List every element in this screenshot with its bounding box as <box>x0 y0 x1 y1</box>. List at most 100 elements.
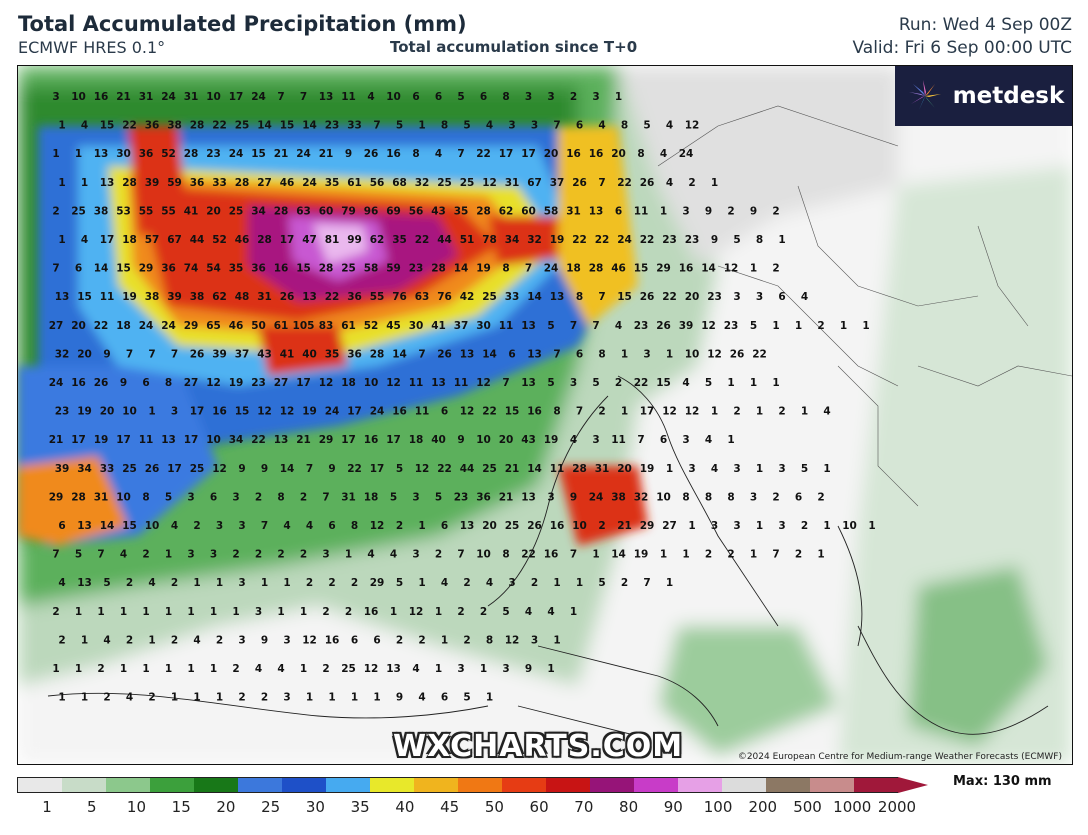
precip-value: 10 <box>145 520 160 532</box>
precip-value: 1 <box>418 120 425 132</box>
precip-value: 6 <box>615 205 622 217</box>
precip-value: 7 <box>643 577 650 589</box>
map-canvas: 3 10 16 21 31 24 31 10 17 24 7 7 13 11 4 10 6 6 5 6 8 3 3 2 3 11 4… <box>18 66 1072 764</box>
precip-value: 2 <box>688 177 695 189</box>
precip-value: 74 <box>184 263 199 275</box>
precip-value: 26 <box>94 377 109 389</box>
precip-value: 2 <box>727 205 734 217</box>
precipitation-map[interactable]: 3 10 16 21 31 24 31 10 17 24 7 7 13 11 4 10 6 6 5 6 8 3 3 2 3 1 1 4… <box>17 65 1073 765</box>
precip-value: 2 <box>621 577 628 589</box>
precip-value: 13 <box>319 91 334 103</box>
precip-value: 31 <box>566 205 581 217</box>
precip-value: 24 <box>617 234 632 246</box>
precip-value: 2 <box>300 491 307 503</box>
precip-value: 24 <box>229 148 244 160</box>
precip-value: 10 <box>206 434 221 446</box>
precip-value: 18 <box>122 234 137 246</box>
precip-value: 11 <box>409 377 424 389</box>
precip-value: 20 <box>100 406 115 418</box>
precip-value: 31 <box>505 177 520 189</box>
precip-value: 1 <box>345 549 352 561</box>
precip-value: 4 <box>390 549 397 561</box>
precip-value: 2 <box>817 320 824 332</box>
precip-value: 13 <box>100 177 115 189</box>
precip-value: 21 <box>499 491 514 503</box>
precip-value: 6 <box>142 377 149 389</box>
precip-value: 10 <box>656 491 671 503</box>
precip-value: 19 <box>229 377 244 389</box>
precip-value: 3 <box>711 520 718 532</box>
precip-value: 10 <box>71 91 86 103</box>
model-label: ECMWF HRES 0.1° <box>18 38 166 57</box>
precip-value: 3 <box>238 634 245 646</box>
precip-value: 23 <box>724 320 739 332</box>
precip-value: 25 <box>71 205 86 217</box>
precip-value: 2 <box>171 577 178 589</box>
precip-value: 20 <box>71 320 86 332</box>
precip-value: 20 <box>611 148 626 160</box>
precip-value: 26 <box>364 148 379 160</box>
precip-value: 17 <box>499 148 514 160</box>
colorbar-tick: 200 <box>748 798 778 816</box>
precip-value: 5 <box>592 377 599 389</box>
precip-value: 36 <box>139 148 154 160</box>
precip-value: 3 <box>255 606 262 618</box>
precip-value: 1 <box>666 348 673 360</box>
precip-value: 5 <box>435 491 442 503</box>
precip-value: 47 <box>302 234 317 246</box>
colorbar-tick: 500 <box>793 798 822 816</box>
precip-value: 5 <box>396 463 403 475</box>
precip-value: 2 <box>232 549 239 561</box>
precip-value: 1 <box>801 406 808 418</box>
precip-value: 16 <box>94 91 109 103</box>
precip-value: 5 <box>705 377 712 389</box>
precip-value: 1 <box>576 577 583 589</box>
colorbar-tick: 30 <box>305 798 325 816</box>
precip-value: 1 <box>81 634 88 646</box>
precip-value: 4 <box>306 520 313 532</box>
precip-value: 3 <box>283 692 290 704</box>
precip-value: 1 <box>553 634 560 646</box>
precip-value: 3 <box>210 549 217 561</box>
precip-value: 7 <box>418 348 425 360</box>
precip-value: 2 <box>733 406 740 418</box>
colorbar-segment <box>678 777 722 793</box>
precip-value: 22 <box>325 291 340 303</box>
precip-value: 7 <box>457 148 464 160</box>
precip-value: 15 <box>280 120 295 132</box>
precip-value: 55 <box>139 205 154 217</box>
precip-value: 1 <box>727 377 734 389</box>
precip-value: 24 <box>296 148 311 160</box>
precip-value: 16 <box>589 148 604 160</box>
precip-value: 26 <box>640 177 655 189</box>
run-time: Run: Wed 4 Sep 00Z <box>898 15 1072 35</box>
precip-value: 3 <box>283 634 290 646</box>
precip-value: 2 <box>817 491 824 503</box>
precip-value: 3 <box>322 549 329 561</box>
precip-value: 1 <box>418 577 425 589</box>
precip-value: 20 <box>499 434 514 446</box>
precip-value: 35 <box>454 205 469 217</box>
watermark: WXCHARTS.COM <box>393 729 684 764</box>
precip-value: 76 <box>437 291 452 303</box>
precip-value: 3 <box>457 663 464 675</box>
precip-value: 41 <box>280 348 295 360</box>
precip-value: 1 <box>120 663 127 675</box>
precip-value: 2 <box>306 577 313 589</box>
precip-value: 1 <box>570 606 577 618</box>
precip-value: 38 <box>167 120 182 132</box>
precip-value: 40 <box>431 434 446 446</box>
precip-value: 23 <box>325 120 340 132</box>
precip-value: 5 <box>598 577 605 589</box>
precip-value: 2 <box>52 205 59 217</box>
precip-value: 5 <box>396 577 403 589</box>
precip-value: 9 <box>525 663 532 675</box>
precip-value: 34 <box>229 434 244 446</box>
precip-value: 4 <box>171 520 178 532</box>
precip-value: 23 <box>707 291 722 303</box>
precip-value: 21 <box>319 148 334 160</box>
precip-value: 38 <box>611 491 626 503</box>
precip-value: 27 <box>184 377 199 389</box>
precip-value: 1 <box>778 234 785 246</box>
precip-value: 6 <box>576 120 583 132</box>
